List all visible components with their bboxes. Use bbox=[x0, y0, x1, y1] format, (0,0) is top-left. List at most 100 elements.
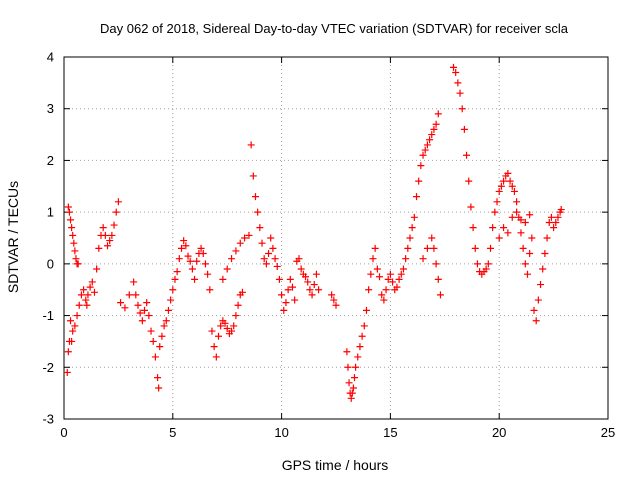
data-point bbox=[191, 275, 199, 283]
data-point bbox=[251, 193, 259, 201]
data-point bbox=[521, 260, 529, 268]
data-point bbox=[358, 332, 366, 340]
data-point bbox=[406, 234, 414, 242]
data-point bbox=[417, 162, 425, 170]
data-point bbox=[526, 211, 534, 219]
data-point bbox=[349, 384, 357, 392]
data-point bbox=[523, 270, 531, 278]
data-point bbox=[271, 255, 279, 263]
x-tick-label: 15 bbox=[383, 425, 397, 440]
data-point bbox=[397, 270, 405, 278]
data-point bbox=[63, 368, 71, 376]
data-point bbox=[77, 291, 85, 299]
data-point bbox=[423, 141, 431, 149]
data-point bbox=[497, 182, 505, 190]
data-point bbox=[552, 218, 560, 226]
data-point bbox=[75, 301, 83, 309]
data-point bbox=[68, 224, 76, 232]
data-point bbox=[108, 231, 116, 239]
data-point bbox=[389, 278, 397, 286]
y-tick-label: 1 bbox=[47, 205, 54, 220]
data-point bbox=[423, 244, 431, 252]
data-point bbox=[430, 244, 438, 252]
data-point bbox=[130, 278, 138, 286]
data-point bbox=[269, 244, 277, 252]
data-point bbox=[265, 250, 273, 258]
x-tick-label: 25 bbox=[601, 425, 615, 440]
data-point bbox=[310, 281, 318, 289]
data-point bbox=[426, 136, 434, 144]
data-point bbox=[413, 193, 421, 201]
data-point bbox=[482, 265, 490, 273]
data-point bbox=[143, 299, 151, 307]
data-point bbox=[306, 286, 314, 294]
data-point bbox=[160, 322, 168, 330]
data-point bbox=[463, 151, 471, 159]
data-point bbox=[508, 182, 516, 190]
y-tick-label: -2 bbox=[42, 360, 54, 375]
data-point bbox=[232, 247, 240, 255]
data-point bbox=[356, 343, 364, 351]
data-point bbox=[471, 244, 479, 252]
data-point bbox=[147, 327, 155, 335]
data-point bbox=[204, 270, 212, 278]
data-point bbox=[532, 317, 540, 325]
data-point bbox=[554, 213, 562, 221]
data-point bbox=[82, 296, 90, 304]
data-point bbox=[223, 325, 231, 332]
data-point bbox=[278, 291, 286, 299]
data-point bbox=[410, 213, 418, 221]
data-point bbox=[72, 255, 80, 263]
data-point bbox=[545, 218, 553, 226]
data-point bbox=[67, 317, 75, 325]
data-point bbox=[273, 262, 281, 270]
data-points bbox=[63, 63, 565, 402]
data-point bbox=[83, 301, 91, 309]
data-point bbox=[500, 224, 508, 232]
data-point bbox=[154, 374, 162, 382]
data-point bbox=[354, 353, 362, 361]
data-point bbox=[428, 131, 436, 139]
data-point bbox=[362, 306, 370, 314]
data-point bbox=[557, 206, 565, 214]
data-point bbox=[521, 218, 529, 226]
data-point bbox=[162, 317, 170, 325]
data-point bbox=[436, 291, 444, 299]
axis-ticks: 0 5 10 15 20 25 -3 -2 -1 0 1 2 3 4 bbox=[42, 50, 615, 441]
data-point bbox=[288, 283, 296, 291]
data-point bbox=[149, 337, 157, 345]
y-tick-label: -1 bbox=[42, 308, 54, 323]
data-point bbox=[282, 299, 290, 307]
data-point bbox=[304, 278, 312, 286]
data-point bbox=[373, 265, 381, 273]
data-point bbox=[141, 306, 149, 314]
y-tick-label: 0 bbox=[47, 256, 54, 271]
data-point bbox=[69, 231, 77, 239]
data-point bbox=[73, 312, 81, 320]
y-tick-label: -3 bbox=[42, 412, 54, 427]
data-point bbox=[408, 224, 416, 232]
y-axis-label: SDTVAR / TECUs bbox=[5, 181, 21, 293]
data-point bbox=[330, 296, 338, 304]
x-tick-label: 20 bbox=[492, 425, 506, 440]
data-point bbox=[95, 244, 103, 252]
x-tick-label: 10 bbox=[274, 425, 288, 440]
data-point bbox=[430, 125, 438, 133]
data-point bbox=[182, 242, 190, 250]
data-point bbox=[101, 231, 109, 239]
data-point bbox=[110, 221, 118, 229]
data-point bbox=[114, 198, 122, 206]
x-tick-label: 0 bbox=[60, 425, 67, 440]
data-point bbox=[415, 177, 423, 185]
data-point bbox=[112, 208, 120, 216]
data-point bbox=[208, 327, 216, 335]
data-point bbox=[386, 270, 394, 278]
data-point bbox=[328, 291, 336, 299]
data-point bbox=[367, 270, 375, 278]
data-point bbox=[332, 301, 340, 309]
data-point bbox=[382, 286, 390, 294]
data-point bbox=[169, 286, 177, 294]
data-point bbox=[217, 322, 225, 330]
data-point bbox=[228, 255, 236, 263]
data-point bbox=[539, 265, 547, 273]
